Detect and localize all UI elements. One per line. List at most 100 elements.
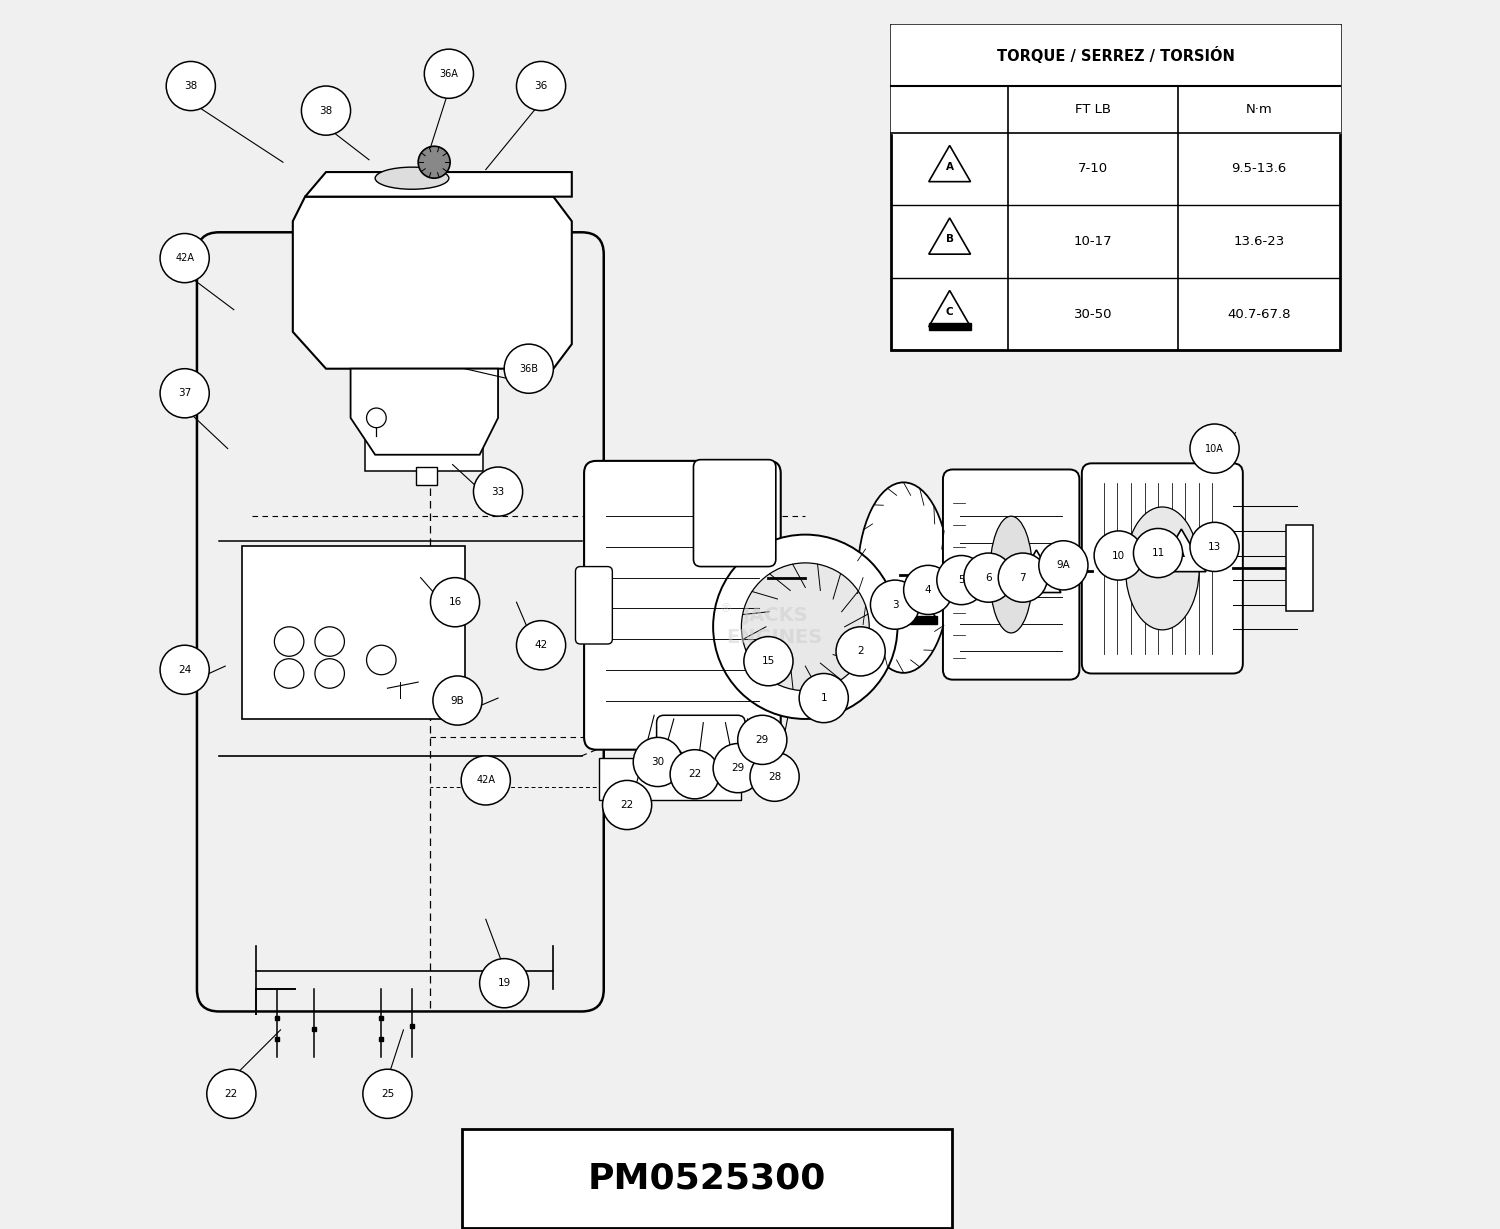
Text: 37: 37 <box>178 388 192 398</box>
Ellipse shape <box>375 167 448 189</box>
FancyBboxPatch shape <box>1082 463 1244 673</box>
Text: 9A: 9A <box>1056 560 1071 570</box>
Circle shape <box>160 645 209 694</box>
Text: 12: 12 <box>1220 241 1233 251</box>
Text: 15: 15 <box>762 656 776 666</box>
FancyBboxPatch shape <box>891 25 1340 350</box>
Circle shape <box>603 780 651 830</box>
Polygon shape <box>304 172 572 197</box>
Circle shape <box>474 467 522 516</box>
Polygon shape <box>1013 549 1060 592</box>
Polygon shape <box>928 290 970 327</box>
FancyBboxPatch shape <box>1013 226 1031 296</box>
FancyBboxPatch shape <box>944 469 1080 680</box>
Circle shape <box>670 750 682 762</box>
Circle shape <box>207 1069 256 1118</box>
Text: PM0525300: PM0525300 <box>588 1161 826 1196</box>
Text: 7: 7 <box>1020 573 1026 583</box>
Text: 42: 42 <box>534 640 548 650</box>
FancyBboxPatch shape <box>693 460 776 567</box>
Text: 47: 47 <box>987 280 1000 290</box>
Circle shape <box>366 408 386 428</box>
Circle shape <box>999 553 1047 602</box>
FancyBboxPatch shape <box>657 715 746 769</box>
Circle shape <box>302 86 351 135</box>
FancyBboxPatch shape <box>462 1129 951 1228</box>
Text: 10: 10 <box>1112 551 1125 560</box>
Text: 10A: 10A <box>1204 444 1224 454</box>
Circle shape <box>1008 197 1058 246</box>
Text: C: C <box>946 306 954 317</box>
Text: 16: 16 <box>448 597 462 607</box>
Text: 9.5-13.6: 9.5-13.6 <box>1232 162 1287 176</box>
Text: 2: 2 <box>858 646 864 656</box>
Circle shape <box>1216 285 1266 334</box>
Circle shape <box>870 580 919 629</box>
Text: 22: 22 <box>225 1089 238 1099</box>
Text: 20: 20 <box>1126 112 1140 122</box>
Circle shape <box>738 715 788 764</box>
Circle shape <box>1190 424 1239 473</box>
Circle shape <box>1108 92 1158 141</box>
Circle shape <box>424 49 474 98</box>
Circle shape <box>1203 221 1251 270</box>
Text: A: A <box>945 161 954 172</box>
FancyBboxPatch shape <box>576 567 612 644</box>
Text: 40.7-67.8: 40.7-67.8 <box>1227 307 1292 321</box>
Circle shape <box>639 761 651 773</box>
Circle shape <box>274 627 304 656</box>
Text: N·m: N·m <box>1246 103 1272 116</box>
Text: 13.6-23: 13.6-23 <box>1233 235 1286 248</box>
Circle shape <box>836 627 885 676</box>
Polygon shape <box>351 369 498 455</box>
Text: Copyright © 2016 - Jacks Small Engines: Copyright © 2016 - Jacks Small Engines <box>618 1161 882 1174</box>
Text: 19: 19 <box>498 978 512 988</box>
Circle shape <box>274 659 304 688</box>
Text: 42A: 42A <box>477 775 495 785</box>
Circle shape <box>419 146 450 178</box>
Text: 11: 11 <box>1152 548 1164 558</box>
Text: 29: 29 <box>756 735 770 745</box>
Polygon shape <box>416 467 436 485</box>
Circle shape <box>741 563 868 691</box>
Text: 7-10: 7-10 <box>1078 162 1108 176</box>
Circle shape <box>366 645 396 675</box>
Bar <box>891 86 1340 133</box>
Circle shape <box>460 756 510 805</box>
Polygon shape <box>292 197 572 369</box>
Bar <box>928 323 970 331</box>
Circle shape <box>480 959 530 1008</box>
Text: 22: 22 <box>621 800 633 810</box>
Text: 22: 22 <box>688 769 702 779</box>
Text: 30: 30 <box>651 757 664 767</box>
Text: 10-17: 10-17 <box>1074 235 1113 248</box>
Text: 38: 38 <box>184 81 198 91</box>
FancyBboxPatch shape <box>243 546 465 719</box>
Text: 1: 1 <box>821 693 827 703</box>
Text: 30-50: 30-50 <box>1074 307 1113 321</box>
Circle shape <box>1190 522 1239 571</box>
Text: 42A: 42A <box>176 253 194 263</box>
FancyBboxPatch shape <box>366 420 483 471</box>
Text: B: B <box>945 234 954 245</box>
Circle shape <box>1040 541 1088 590</box>
Circle shape <box>800 673 849 723</box>
Circle shape <box>938 556 986 605</box>
Circle shape <box>1032 172 1082 221</box>
Text: 6: 6 <box>986 573 992 583</box>
Text: B: B <box>1032 570 1041 580</box>
Circle shape <box>670 761 682 773</box>
Text: 3: 3 <box>891 600 898 610</box>
Polygon shape <box>888 576 938 619</box>
Circle shape <box>964 553 1012 602</box>
Polygon shape <box>928 145 970 182</box>
Circle shape <box>969 261 1018 310</box>
Text: 36: 36 <box>534 81 548 91</box>
Text: 8: 8 <box>1029 216 1036 226</box>
Circle shape <box>1134 528 1182 578</box>
Text: 13: 13 <box>1208 542 1221 552</box>
Text: 36B: 36B <box>519 364 538 374</box>
Bar <box>888 616 938 624</box>
Circle shape <box>516 621 566 670</box>
Text: FT LB: FT LB <box>1076 103 1112 116</box>
